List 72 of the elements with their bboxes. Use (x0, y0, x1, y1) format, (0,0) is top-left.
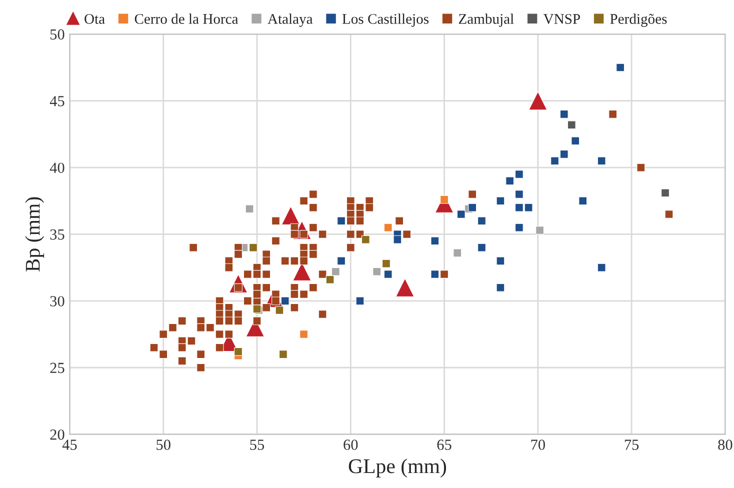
point (275, 306, 284, 314)
point (514, 170, 524, 178)
point (384, 270, 392, 278)
y-tick-label: 35 (50, 229, 64, 240)
point (514, 190, 524, 198)
point (372, 267, 382, 276)
point (337, 256, 346, 266)
point (356, 296, 364, 306)
point (514, 223, 524, 232)
point (597, 156, 606, 166)
point (478, 216, 486, 226)
point (536, 226, 544, 234)
point (281, 206, 300, 225)
point (300, 330, 308, 338)
x-tick-label: 55 (250, 440, 264, 450)
point (384, 223, 392, 232)
point (393, 235, 402, 244)
point (567, 120, 576, 130)
point (578, 196, 588, 206)
point (453, 248, 462, 258)
point (326, 275, 334, 284)
y-tick-label: 30 (50, 296, 64, 306)
legend-label: VNSP (543, 14, 580, 24)
point (382, 259, 390, 268)
point (496, 256, 505, 266)
point (279, 350, 288, 358)
y-tick-label: 20 (50, 429, 64, 440)
point (249, 243, 258, 252)
point (514, 203, 524, 212)
point (331, 267, 340, 276)
point (468, 203, 477, 212)
x-tick-label: 45 (62, 440, 77, 450)
legend-label: Zambujal (458, 14, 514, 27)
point (496, 283, 505, 292)
point (245, 204, 254, 214)
point (396, 278, 414, 297)
x-tick-label: 65 (437, 440, 452, 450)
point (430, 270, 440, 278)
legend-label: Ota (84, 14, 105, 24)
x-axis-title: GLpe (mm) (348, 458, 446, 478)
legend-label: Los Castillejos (342, 14, 429, 27)
point (571, 136, 580, 146)
point (234, 347, 242, 356)
point (616, 63, 625, 72)
point (597, 263, 606, 272)
point (280, 296, 290, 306)
legend-label: Atalaya (268, 14, 313, 27)
y-tick-label: 45 (50, 96, 64, 106)
legend-label: Perdigões (610, 14, 667, 27)
point (337, 216, 346, 226)
x-tick-label: 70 (531, 440, 545, 450)
point (524, 203, 533, 212)
x-tick-label: 75 (624, 440, 639, 450)
y-tick-label: 50 (50, 29, 64, 40)
y-axis-title: Bp (mm) (25, 197, 44, 272)
point (550, 156, 559, 166)
point (361, 235, 370, 244)
point (528, 92, 548, 110)
point (661, 188, 670, 198)
point (560, 150, 568, 158)
x-tick-label: 60 (344, 440, 358, 450)
y-tick-label: 25 (50, 362, 64, 374)
point (478, 243, 486, 252)
x-tick-label: 50 (156, 440, 170, 450)
point (496, 196, 505, 206)
point (560, 110, 568, 118)
legend-label: Cerro de la Horca (134, 14, 238, 24)
point (506, 176, 514, 186)
x-tick-label: 80 (718, 440, 732, 450)
y-tick-label: 40 (50, 162, 64, 173)
point (430, 236, 440, 246)
point (456, 210, 466, 218)
